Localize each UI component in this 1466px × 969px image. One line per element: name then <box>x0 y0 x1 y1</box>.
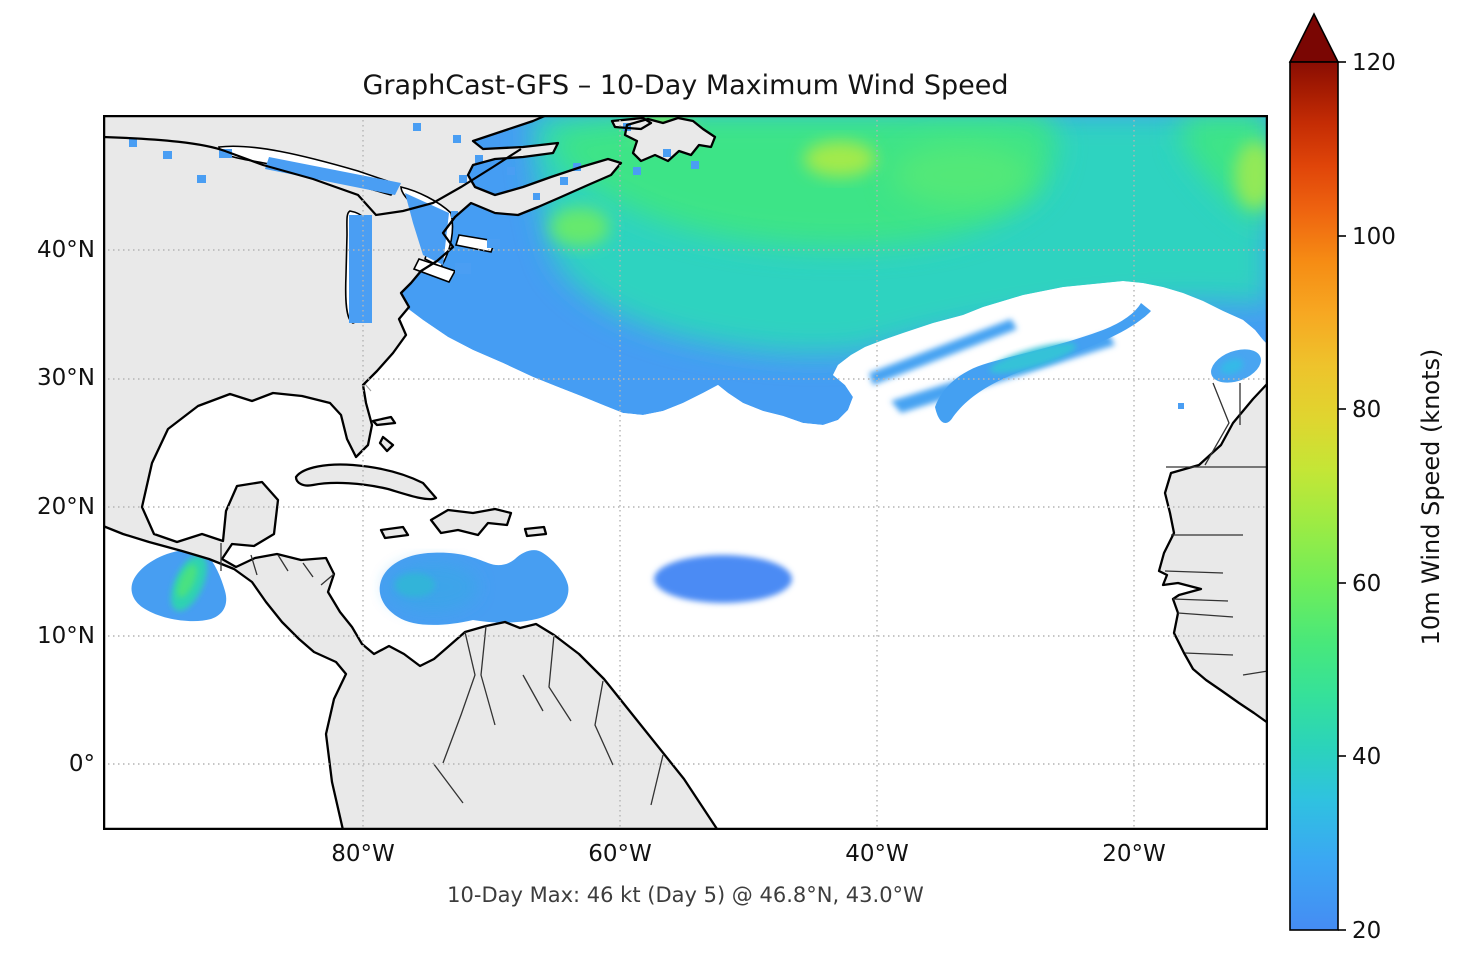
colorbar-tick-label: 120 <box>1352 50 1396 76</box>
chart-title: GraphCast-GFS – 10-Day Maximum Wind Spee… <box>362 70 1009 101</box>
colorbar-canvas <box>1288 12 1346 931</box>
colorbar-tick-label: 80 <box>1352 397 1382 423</box>
y-axis-tick-label: 0° <box>68 751 95 777</box>
country-borders <box>220 382 1269 806</box>
gridlines <box>103 115 1268 830</box>
colorbar-extend-arrow <box>1288 12 1340 63</box>
colorbar-tick-label: 100 <box>1352 224 1396 250</box>
wind-lake-patches <box>129 139 500 323</box>
us-canada-border <box>102 135 522 217</box>
x-axis-tick-label: 60°W <box>588 841 652 867</box>
colorbar <box>1288 8 1352 938</box>
colorbar-tick-label: 60 <box>1352 571 1382 597</box>
map-plot <box>101 113 1270 832</box>
x-axis-tick-label: 40°W <box>845 841 909 867</box>
wind-blob-madeira <box>1211 349 1261 383</box>
wind-blob-central-atlantic <box>654 555 792 603</box>
x-axis-tick-label: 20°W <box>1102 841 1166 867</box>
wind-streak <box>869 319 1017 385</box>
axes-frame <box>102 114 1269 831</box>
max-annotation: 10-Day Max: 46 kt (Day 5) @ 46.8°N, 43.0… <box>447 883 924 907</box>
wind-max-nova-scotia <box>550 207 610 247</box>
colorbar-gradient <box>1289 61 1339 931</box>
wind-max-46kt <box>804 141 876 177</box>
colorbar-tick-label: 40 <box>1352 744 1382 770</box>
wind-max-east <box>1235 141 1268 209</box>
colorbar-ticks <box>1338 61 1346 931</box>
y-axis-tick-label: 20°N <box>37 494 95 520</box>
colorbar-axis-label: 10m Wind Speed (knots) <box>1417 348 1445 646</box>
x-axis-tick-label: 80°W <box>331 841 395 867</box>
y-axis-tick-label: 40°N <box>37 237 95 263</box>
y-axis-tick-label: 10°N <box>37 623 95 649</box>
y-axis-tick-label: 30°N <box>37 365 95 391</box>
map-canvas <box>101 113 1270 832</box>
colorbar-tick-label: 20 <box>1352 918 1382 944</box>
